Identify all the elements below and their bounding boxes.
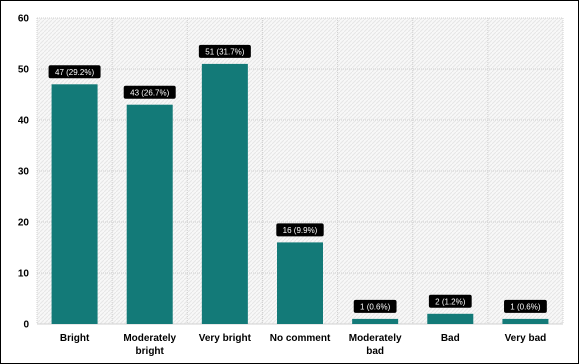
x-tick-label: Moderately bright: [123, 333, 176, 357]
x-tick-label: Very bright: [199, 333, 252, 344]
bar: [201, 63, 248, 325]
x-tick-label: No comment: [270, 333, 331, 344]
y-tick-label: 20: [18, 218, 30, 229]
data-label-bg: [504, 299, 547, 313]
y-tick-label: 30: [18, 167, 30, 178]
x-tick-label: Very bad: [505, 333, 547, 344]
data-label-bg: [198, 44, 251, 58]
data-label-bg: [48, 65, 101, 79]
data-label: 16 (9.9%): [276, 223, 324, 237]
y-tick-label: 50: [18, 65, 30, 76]
data-label-text: 2 (1.2%): [435, 298, 466, 307]
data-label-text: 1 (0.6%): [360, 303, 391, 312]
data-label-bg: [428, 294, 472, 308]
y-tick-label: 40: [18, 116, 30, 127]
data-label-text: 51 (31.7%): [205, 48, 244, 57]
data-label-text: 43 (26.7%): [130, 89, 169, 98]
data-label: 2 (1.2%): [428, 294, 472, 308]
data-label: 43 (26.7%): [123, 85, 176, 99]
y-tick-label: 10: [18, 269, 30, 280]
data-label-bg: [123, 85, 176, 99]
x-tick-label: Bright: [60, 333, 90, 344]
data-label: 1 (0.6%): [353, 299, 397, 313]
data-label: 47 (29.2%): [48, 65, 101, 79]
y-tick-label: 60: [18, 14, 30, 25]
data-label: 1 (0.6%): [504, 299, 547, 313]
bar: [277, 242, 323, 324]
bar: [51, 84, 98, 324]
data-label-text: 1 (0.6%): [510, 303, 541, 312]
bar: [126, 104, 173, 324]
bar: [427, 313, 474, 324]
data-label: 51 (31.7%): [198, 44, 251, 58]
x-tick-label: Bad: [441, 333, 460, 344]
data-label-bg: [276, 223, 324, 237]
data-label-text: 16 (9.9%): [283, 226, 318, 235]
bar: [502, 318, 549, 324]
x-tick-label: Moderately bad: [349, 333, 402, 357]
bar: [352, 318, 399, 324]
data-label-bg: [353, 299, 397, 313]
data-label-text: 47 (29.2%): [55, 68, 94, 77]
y-tick-label: 0: [23, 320, 29, 331]
